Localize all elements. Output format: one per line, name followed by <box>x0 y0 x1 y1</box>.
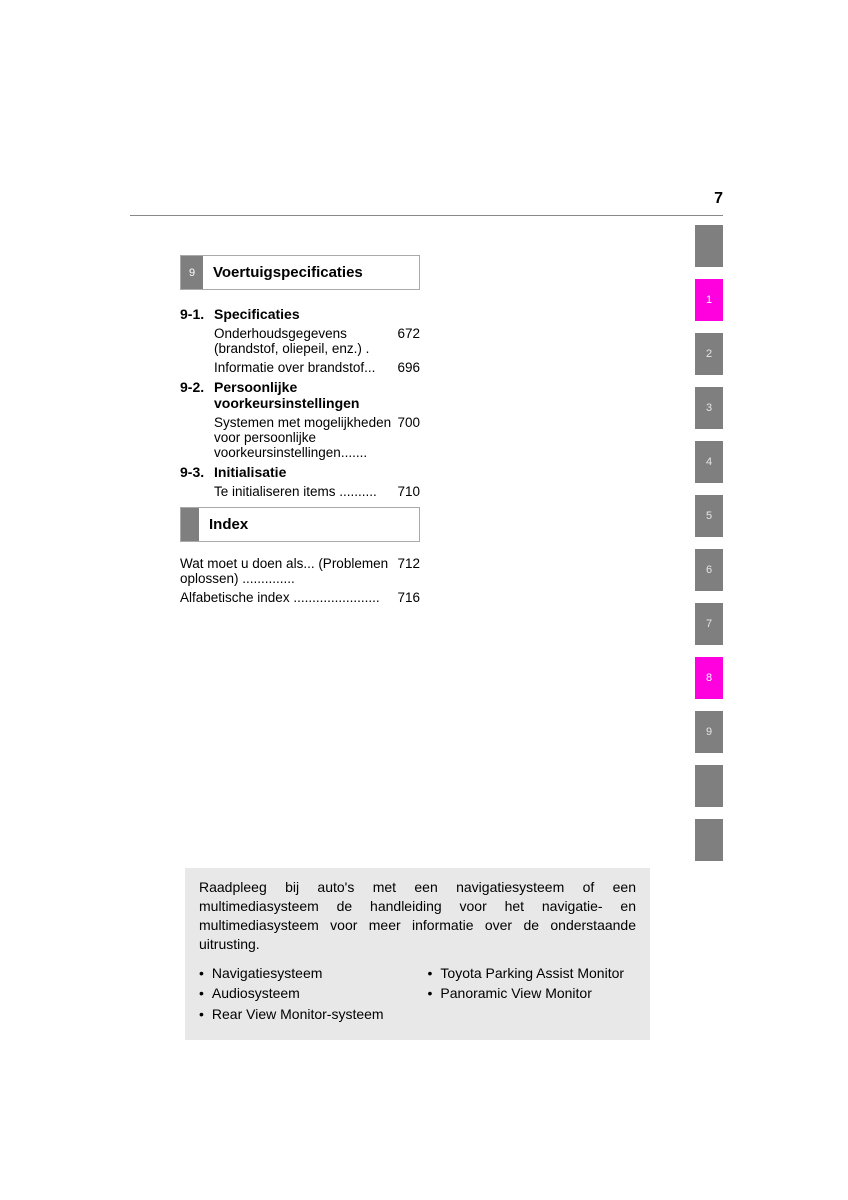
sub-num: 9-3. <box>180 464 214 480</box>
toc-content: 9 Voertuigspecificaties 9-1. Specificati… <box>180 255 420 609</box>
bullet-item: Audiosysteem <box>199 984 408 1003</box>
chapter-tab[interactable]: 6 <box>695 549 723 591</box>
sub-heading-9-3: 9-3. Initialisatie <box>180 464 420 480</box>
bullet-label: Audiosysteem <box>212 984 300 1003</box>
chapter-tab[interactable] <box>695 819 723 861</box>
sub-num: 9-2. <box>180 379 214 411</box>
chapter-tab[interactable]: 8 <box>695 657 723 699</box>
section-9-box: 9 Voertuigspecificaties <box>180 255 420 290</box>
chapter-tab[interactable]: 4 <box>695 441 723 483</box>
chapter-tab[interactable]: 7 <box>695 603 723 645</box>
bullet-item: Rear View Monitor-systeem <box>199 1005 408 1024</box>
chapter-tab[interactable]: 1 <box>695 279 723 321</box>
sub-title: Specificaties <box>214 306 420 322</box>
chapter-tab[interactable]: 3 <box>695 387 723 429</box>
sub-num: 9-1. <box>180 306 214 322</box>
bullet-label: Rear View Monitor-systeem <box>212 1005 384 1024</box>
toc-label: Systemen met mogelijkheden voor persoonl… <box>214 415 391 460</box>
chapter-tab[interactable] <box>695 765 723 807</box>
page-number: 7 <box>714 190 723 208</box>
note-bullets: Navigatiesysteem Audiosysteem Rear View … <box>199 964 636 1027</box>
sub-title: Initialisatie <box>214 464 420 480</box>
index-title: Index <box>199 508 419 541</box>
toc-label: Alfabetische index .....................… <box>180 590 380 605</box>
bullet-label: Toyota Parking Assist Monitor <box>440 964 624 983</box>
toc-page: 712 <box>397 556 420 571</box>
bullet-item: Panoramic View Monitor <box>428 984 637 1003</box>
toc-page: 710 <box>397 484 420 499</box>
bullet-item: Navigatiesysteem <box>199 964 408 983</box>
index-box: Index <box>180 507 420 542</box>
toc-entry: 710 Te initialiseren items .......... <box>214 484 420 499</box>
chapter-tabs: 1 2 3 4 5 6 7 8 9 <box>695 225 723 873</box>
note-text: Raadpleeg bij auto's met een navigatiesy… <box>199 878 636 954</box>
bullet-label: Navigatiesysteem <box>212 964 323 983</box>
toc-page: 696 <box>397 360 420 375</box>
chapter-tab[interactable] <box>695 225 723 267</box>
toc-entry: 672 Onderhoudsgegevens (brandstof, oliep… <box>214 326 420 356</box>
section-title: Voertuigspecificaties <box>203 256 419 289</box>
index-entry: 712 Wat moet u doen als... (Problemen op… <box>180 556 420 586</box>
toc-label: Informatie over brandstof... <box>214 360 375 375</box>
note-box: Raadpleeg bij auto's met een navigatiesy… <box>185 868 650 1040</box>
toc-page: 700 <box>397 415 420 430</box>
chapter-tab[interactable]: 9 <box>695 711 723 753</box>
index-entry: 716 Alfabetische index .................… <box>180 590 420 605</box>
toc-entry: 700 Systemen met mogelijkheden voor pers… <box>214 415 420 460</box>
sub-heading-9-2: 9-2. Persoonlijke voorkeursinstellingen <box>180 379 420 411</box>
bullet-item: Toyota Parking Assist Monitor <box>428 964 637 983</box>
chapter-tab[interactable]: 5 <box>695 495 723 537</box>
toc-label: Onderhoudsgegevens (brandstof, oliepeil,… <box>214 326 369 356</box>
toc-label: Te initialiseren items .......... <box>214 484 377 499</box>
bullet-label: Panoramic View Monitor <box>440 984 591 1003</box>
toc-page: 716 <box>397 590 420 605</box>
toc-entry: 696 Informatie over brandstof... <box>214 360 420 375</box>
sub-title: Persoonlijke voorkeursinstellingen <box>214 379 420 411</box>
toc-label: Wat moet u doen als... (Problemen oploss… <box>180 556 388 586</box>
chapter-tab[interactable]: 2 <box>695 333 723 375</box>
top-rule <box>130 215 723 216</box>
toc-page: 672 <box>397 326 420 341</box>
section-number: 9 <box>181 256 203 289</box>
note-bullets-right: Toyota Parking Assist Monitor Panoramic … <box>428 964 637 1027</box>
note-bullets-left: Navigatiesysteem Audiosysteem Rear View … <box>199 964 408 1027</box>
index-tab <box>181 508 199 541</box>
sub-heading-9-1: 9-1. Specificaties <box>180 306 420 322</box>
